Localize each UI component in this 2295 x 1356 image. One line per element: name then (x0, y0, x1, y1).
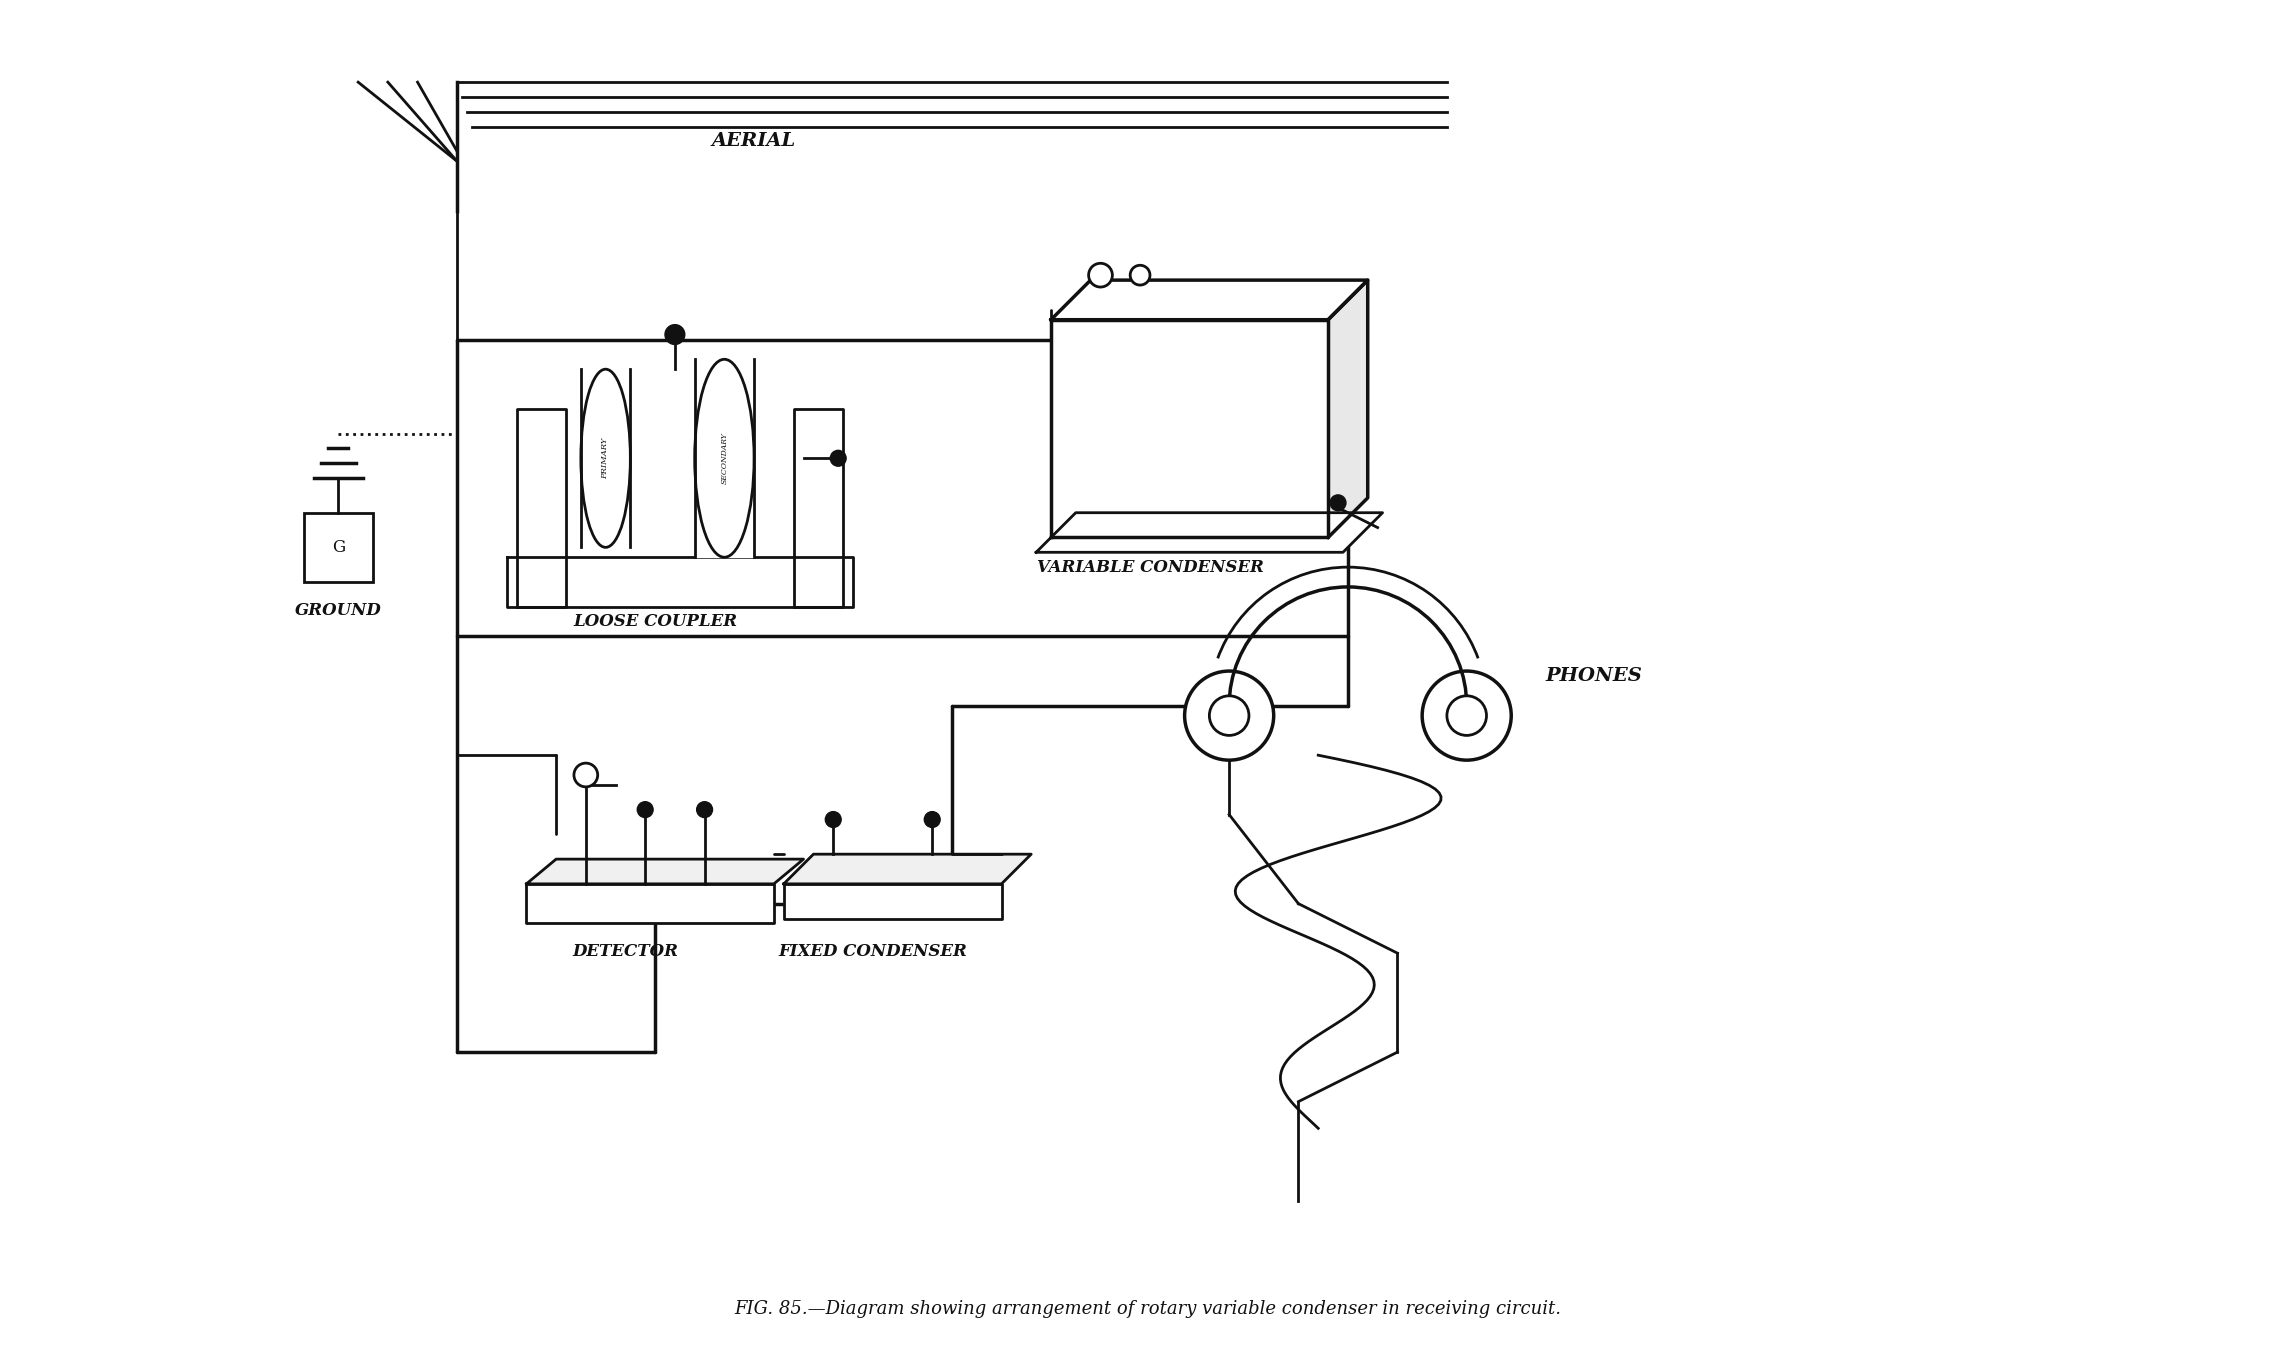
Circle shape (826, 812, 842, 827)
Circle shape (1129, 266, 1150, 285)
Polygon shape (794, 408, 842, 606)
Text: PHONES: PHONES (1547, 667, 1643, 685)
Text: FIXED CONDENSER: FIXED CONDENSER (778, 944, 966, 960)
Polygon shape (695, 359, 755, 557)
Polygon shape (526, 860, 803, 884)
Text: AERIAL: AERIAL (711, 132, 796, 149)
Circle shape (1423, 671, 1510, 761)
Text: FIG. 85.—Diagram showing arrangement of rotary variable condenser in receiving c: FIG. 85.—Diagram showing arrangement of … (734, 1300, 1561, 1318)
Polygon shape (1329, 281, 1368, 537)
Polygon shape (1035, 513, 1382, 552)
Ellipse shape (581, 369, 631, 548)
Text: PRIMARY: PRIMARY (601, 438, 610, 479)
Polygon shape (516, 408, 567, 606)
Text: DETECTOR: DETECTOR (571, 944, 679, 960)
Text: SECONDARY: SECONDARY (721, 433, 728, 484)
Circle shape (1331, 495, 1345, 511)
Bar (303, 513, 374, 582)
Ellipse shape (695, 359, 755, 557)
Polygon shape (581, 369, 631, 548)
Polygon shape (785, 854, 1030, 884)
Circle shape (925, 812, 941, 827)
Polygon shape (1051, 320, 1329, 537)
Text: GROUND: GROUND (296, 602, 381, 618)
Polygon shape (1051, 281, 1368, 320)
Text: LOOSE COUPLER: LOOSE COUPLER (574, 613, 737, 631)
Circle shape (638, 801, 654, 818)
Circle shape (574, 763, 597, 786)
Polygon shape (785, 884, 1001, 918)
Polygon shape (526, 884, 773, 923)
Circle shape (1446, 696, 1487, 735)
Circle shape (666, 324, 684, 344)
Text: VARIABLE CONDENSER: VARIABLE CONDENSER (1037, 559, 1265, 576)
Circle shape (831, 450, 847, 466)
Circle shape (698, 801, 711, 818)
Circle shape (1088, 263, 1113, 287)
Text: G: G (333, 538, 344, 556)
Polygon shape (507, 557, 854, 606)
Circle shape (1209, 696, 1248, 735)
Circle shape (1184, 671, 1274, 761)
